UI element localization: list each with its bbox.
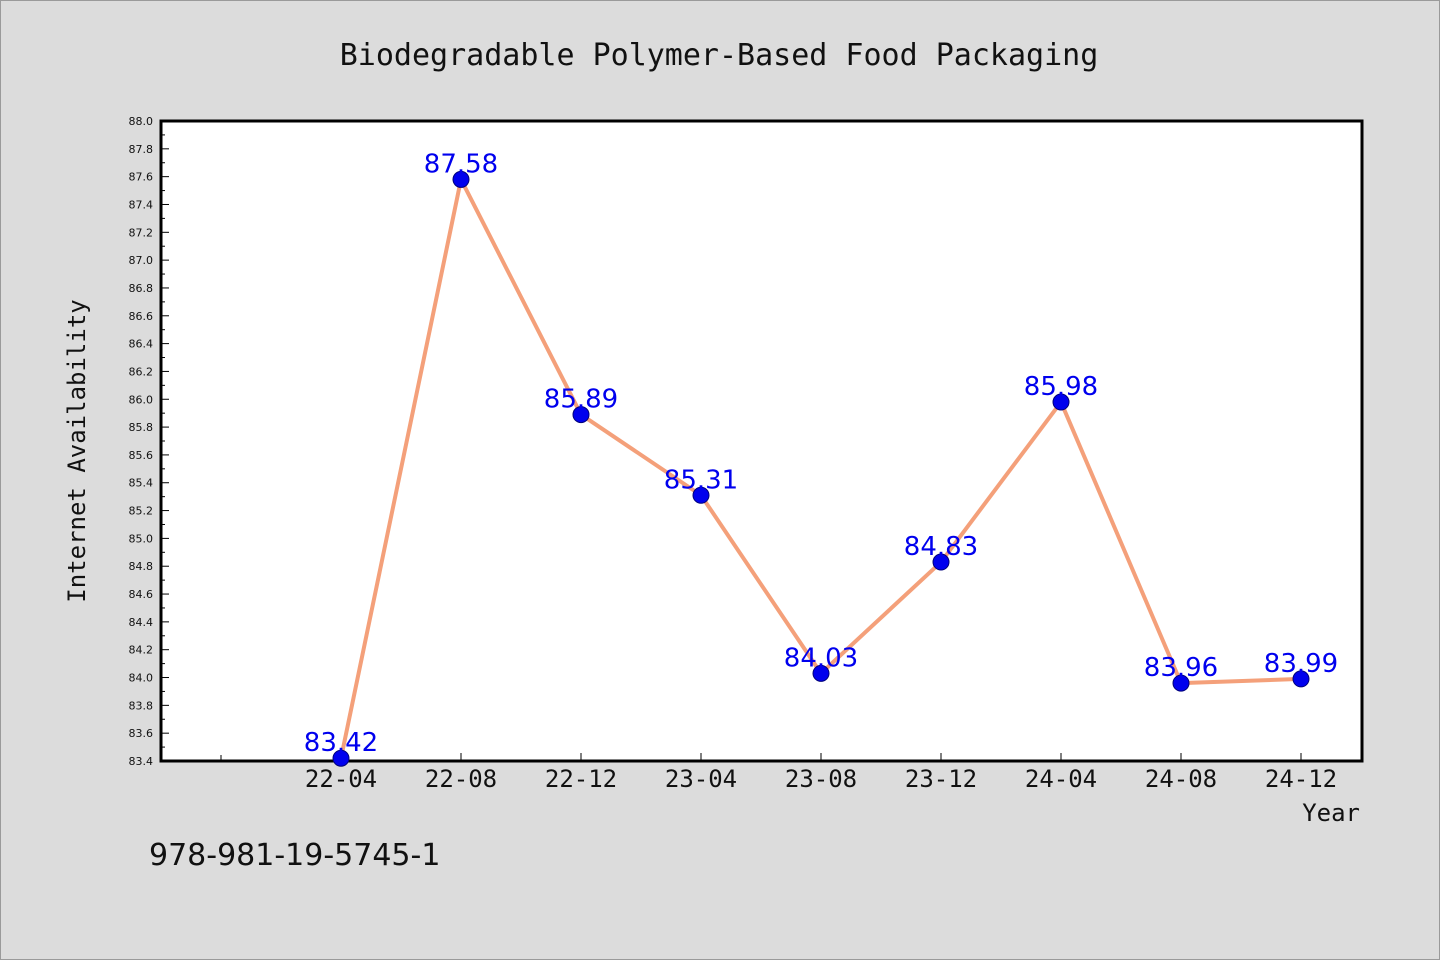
- y-tick-label: 88.0: [129, 115, 154, 128]
- y-tick-label: 85.2: [129, 505, 154, 518]
- x-tick-label: 23-08: [785, 765, 857, 793]
- data-label: 85.89: [544, 385, 618, 415]
- x-tick-label: 22-04: [305, 765, 377, 793]
- y-tick-label: 85.8: [129, 421, 154, 434]
- y-tick-label: 87.4: [129, 198, 154, 211]
- y-tick-label: 87.8: [129, 143, 154, 156]
- y-axis: 83.4 83.6 83.8 84.0 84.2 84.4 84.6 84.8 85.0 85.2…: [129, 115, 169, 768]
- data-point-marker: [452, 170, 470, 188]
- y-tick-label: 85.6: [129, 449, 154, 462]
- y-tick-label: 87.0: [129, 254, 154, 267]
- y-tick-label: 84.8: [129, 560, 154, 573]
- y-tick-label: 86.6: [129, 310, 154, 323]
- y-tick-label: 87.6: [129, 171, 154, 184]
- y-tick-label: 86.8: [129, 282, 154, 295]
- x-tick-label: 24-04: [1025, 765, 1097, 793]
- y-tick-label: 84.0: [129, 672, 154, 685]
- data-label: 83.96: [1144, 653, 1218, 683]
- data-point-marker: [572, 406, 590, 424]
- data-point-marker: [932, 553, 950, 571]
- y-tick-label: 84.6: [129, 588, 154, 601]
- y-tick-label: 84.2: [129, 644, 154, 657]
- data-label: 84.83: [904, 532, 978, 562]
- x-tick-label: 22-08: [425, 765, 497, 793]
- data-label: 84.03: [784, 643, 858, 673]
- data-point-marker: [812, 664, 830, 682]
- x-tick-label: 23-04: [665, 765, 737, 793]
- y-tick-label: 86.4: [129, 338, 154, 351]
- y-tick-label: 83.4: [129, 755, 154, 768]
- data-labels-group: 83.42 87.58 85.89 85.31 84.03 84.83 85.98 83.96…: [304, 149, 1338, 758]
- x-tick-label: 24-08: [1145, 765, 1217, 793]
- x-tick-label: 23-12: [905, 765, 977, 793]
- data-point-marker: [1052, 393, 1070, 411]
- data-label: 87.58: [424, 149, 498, 179]
- y-tick-label: 84.4: [129, 616, 154, 629]
- footer-identifier: 978-981-19-5745-1: [149, 838, 440, 873]
- x-axis: 22-04 22-08 22-12 23-04 23-08 23-12 24-04 24-08…: [220, 753, 1337, 793]
- data-label: 85.98: [1024, 372, 1098, 402]
- x-axis-title: Year: [1302, 799, 1360, 827]
- x-tick-label: 24-12: [1265, 765, 1337, 793]
- y-tick-label: 87.2: [129, 226, 154, 239]
- y-tick-label: 86.0: [129, 393, 154, 406]
- data-point-marker: [692, 486, 710, 504]
- series-line-group: [332, 170, 1310, 767]
- data-label: 85.31: [664, 465, 738, 495]
- y-tick-label: 83.8: [129, 699, 154, 712]
- y-tick-label: 85.4: [129, 477, 154, 490]
- data-point-marker: [1172, 674, 1190, 692]
- x-tick-label: 22-12: [545, 765, 617, 793]
- y-tick-label: 83.6: [129, 727, 154, 740]
- y-tick-label: 85.0: [129, 532, 154, 545]
- data-label: 83.42: [304, 728, 378, 758]
- data-label: 83.99: [1264, 649, 1338, 679]
- data-point-marker: [332, 749, 350, 767]
- chart-title: Biodegradable Polymer-Based Food Packagi…: [340, 38, 1099, 73]
- y-axis-title: Internet Availability: [63, 299, 91, 602]
- y-tick-label: 86.2: [129, 365, 154, 378]
- data-point-marker: [1292, 670, 1310, 688]
